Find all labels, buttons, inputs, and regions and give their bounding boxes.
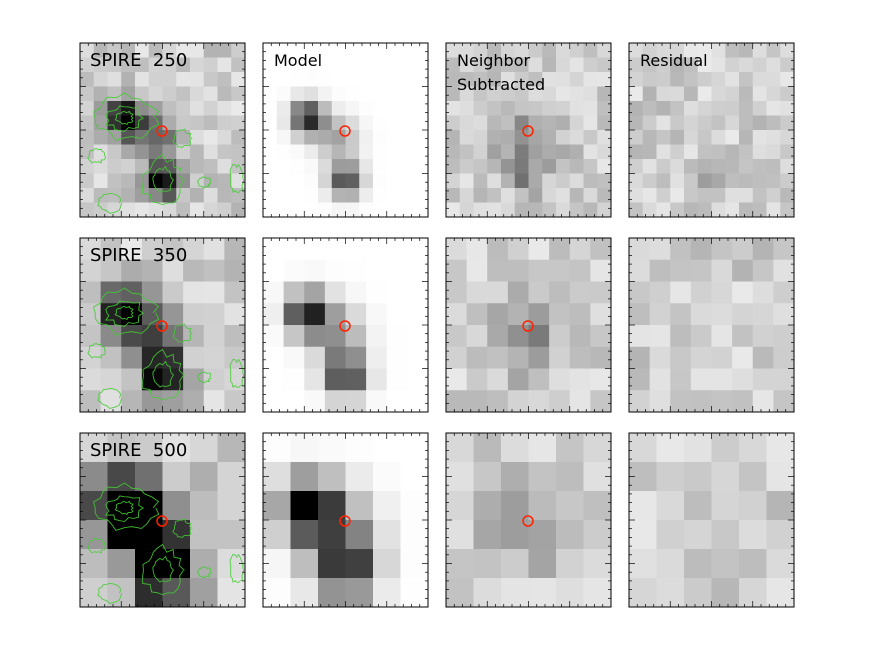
panel-250-2: Neighbor Subtracted — [445, 42, 612, 218]
panel-500-0: SPIRE 500 — [79, 432, 246, 608]
pixel-map — [80, 238, 245, 412]
target-circle — [339, 320, 351, 332]
target-circle — [522, 515, 534, 527]
panel-label: Residual — [640, 51, 708, 70]
panel-label: Neighbor — [457, 51, 531, 70]
panel-350-2 — [445, 237, 612, 413]
target-circle — [339, 515, 351, 527]
pixel-map — [629, 43, 794, 217]
panel-label: SPIRE 250 — [90, 50, 187, 71]
panel-250-3: Residual — [628, 42, 795, 218]
pixel-map — [629, 433, 794, 607]
panel-label: Subtracted — [457, 75, 545, 94]
pixel-map — [629, 238, 794, 412]
pixel-map — [446, 238, 611, 412]
panel-250-1: Model — [262, 42, 429, 218]
panel-label: Model — [274, 51, 322, 70]
pixel-map — [446, 433, 611, 607]
panel-350-1 — [262, 237, 429, 413]
pixel-map — [263, 433, 428, 607]
target-circle — [522, 320, 534, 332]
target-circle — [156, 515, 168, 527]
target-circle — [156, 320, 168, 332]
panel-label: SPIRE 500 — [90, 440, 187, 461]
pixel-map — [263, 43, 428, 217]
panel-label: SPIRE 350 — [90, 245, 187, 266]
panel-500-1 — [262, 432, 429, 608]
pixel-map — [263, 238, 428, 412]
panel-350-3 — [628, 237, 795, 413]
panel-500-3 — [628, 432, 795, 608]
panel-350-0: SPIRE 350 — [79, 237, 246, 413]
pixel-map — [80, 433, 245, 607]
target-circle — [156, 125, 168, 137]
panel-250-0: SPIRE 250 — [79, 42, 246, 218]
panel-500-2 — [445, 432, 612, 608]
pixel-map — [446, 43, 611, 217]
pixel-map — [80, 43, 245, 217]
target-circle — [522, 125, 534, 137]
target-circle — [339, 125, 351, 137]
